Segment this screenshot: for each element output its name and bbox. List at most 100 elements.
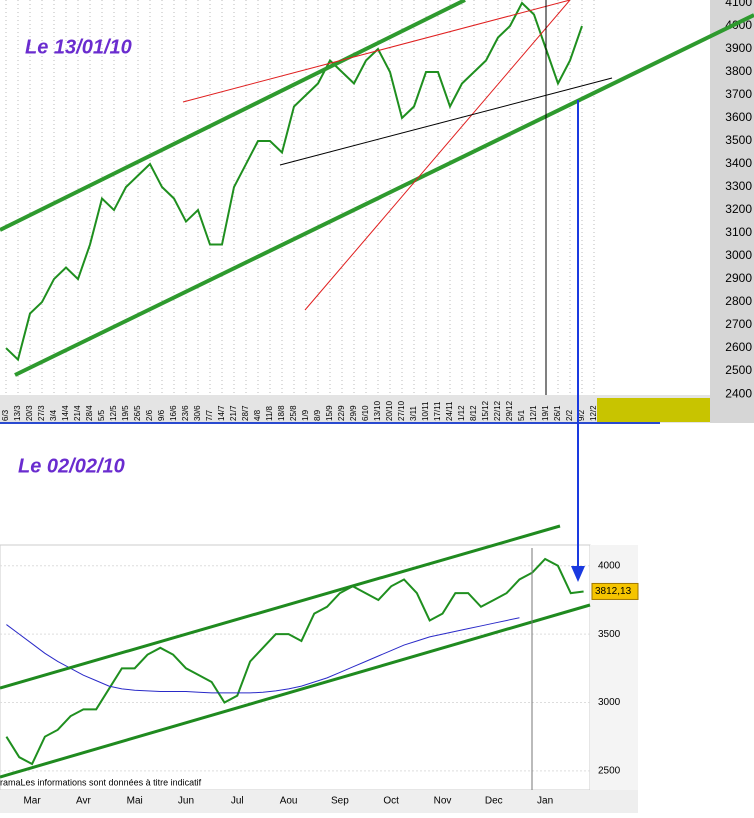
- x-tick-label: 20/10: [385, 400, 394, 421]
- x-tick-label: 28/4: [85, 405, 94, 421]
- x-tick-label: 1/9: [301, 409, 310, 421]
- y-tick-label: 2900: [725, 271, 752, 285]
- x-tick-label: 11/8: [265, 405, 274, 421]
- y-tick-label: 3200: [725, 202, 752, 216]
- x-tick-label: 23/6: [181, 405, 190, 421]
- x-tick-label: 2/2: [565, 409, 574, 421]
- channel-line: [0, 524, 561, 690]
- x-tick-label: Sep: [331, 796, 349, 807]
- x-tick-label: 22/12: [493, 400, 502, 421]
- x-tick-label: 13/10: [373, 400, 382, 421]
- x-tick-label: 14/7: [217, 405, 226, 421]
- price-line: [5, 1, 583, 362]
- y-tick-label: 4100: [725, 0, 752, 9]
- x-tick-label: Mai: [127, 796, 143, 807]
- x-tick-label: 21/7: [229, 405, 238, 421]
- x-tick-label: 28/7: [241, 405, 250, 421]
- x-tick-label: 12/1: [529, 405, 538, 421]
- x-tick-label: Jun: [178, 796, 194, 807]
- x-tick-label: 16/6: [169, 405, 178, 421]
- x-tick-label: 12/2: [589, 405, 598, 421]
- x-tick-label: Aou: [280, 796, 298, 807]
- x-tick-label: 27/3: [37, 405, 46, 421]
- chart-title: Le 02/02/10: [18, 455, 125, 477]
- x-tick-label: Jul: [231, 796, 244, 807]
- y-tick-label: 3100: [725, 225, 752, 239]
- y-tick-label: 3700: [725, 87, 752, 101]
- y-tick-label: 3800: [725, 64, 752, 78]
- last-value-box: [591, 582, 639, 600]
- chart-title: Le 13/01/10: [25, 36, 132, 58]
- red-trend: [304, 0, 571, 311]
- x-tick-label: 13/3: [13, 405, 22, 421]
- x-tick-label: 8/12: [469, 405, 478, 421]
- y-tick-label: 3600: [725, 110, 752, 124]
- x-tick-label: 24/11: [445, 401, 454, 421]
- x-tick-label: 12/5: [109, 405, 118, 421]
- x-tick-label: 27/10: [397, 400, 406, 421]
- x-tick-label: 26/5: [133, 405, 142, 421]
- y-axis-bg: [590, 545, 638, 790]
- y-tick-label: 3500: [725, 133, 752, 147]
- x-tick-label: Oct: [383, 796, 399, 807]
- x-tick-label: 1/12: [457, 405, 466, 421]
- red-trend: [182, 0, 571, 103]
- x-tick-label: 7/7: [205, 409, 214, 421]
- x-tick-label: 30/6: [193, 405, 202, 421]
- x-tick-label: 20/3: [25, 405, 34, 421]
- chart-1-bg: [0, 0, 754, 423]
- channel-line: [0, 603, 591, 779]
- x-tick-label: 19/1: [541, 405, 550, 421]
- trend-lines: [0, 0, 754, 790]
- x-tick-label: 5/5: [97, 409, 106, 421]
- x-tick-label: Dec: [485, 796, 503, 807]
- x-tick-label: 9/2: [577, 409, 586, 421]
- value-label: 3812,13: [595, 586, 632, 597]
- x-tick-label: 15/12: [481, 400, 490, 421]
- x-axis-bg: [0, 395, 710, 423]
- note: ramaLes informations sont données à titr…: [0, 777, 202, 787]
- y-tick-label: 3000: [725, 248, 752, 262]
- y-tick-label: 3900: [725, 41, 752, 55]
- y-tick-label: 3400: [725, 156, 752, 170]
- y-tick-label: 2400: [725, 386, 752, 400]
- x-tick-label: 29/12: [505, 400, 514, 421]
- x-tick-label: 8/9: [313, 409, 322, 421]
- x-axis-bg: [0, 790, 638, 813]
- y-tick-label: 4000: [725, 18, 752, 32]
- x-tick-label: 15/9: [325, 405, 334, 421]
- chart-2-bg: [0, 544, 591, 791]
- black-trend: [279, 77, 613, 166]
- x-tick-label: 14/4: [61, 405, 70, 421]
- x-tick-label: Jan: [537, 796, 553, 807]
- x-tick-label: 19/5: [121, 405, 130, 421]
- x-tick-label: Nov: [434, 796, 452, 807]
- x-tick-label: 5/1: [517, 409, 526, 421]
- y-tick-label: 2500: [725, 363, 752, 377]
- y-tick-label: 3500: [598, 629, 621, 640]
- y-tick-label: 4000: [598, 560, 621, 571]
- x-tick-label: 6/3: [1, 409, 10, 421]
- x-tick-label: 6/10: [361, 405, 370, 421]
- x-tick-label: 17/11: [433, 401, 442, 421]
- y-axis-bg: [710, 0, 754, 423]
- y-tick-label: 3300: [725, 179, 752, 193]
- y-tick-label: 2600: [725, 340, 752, 354]
- x-tick-label: 3/4: [49, 409, 58, 421]
- channel-line: [0, 0, 466, 232]
- y-tick-label: 2700: [725, 317, 752, 331]
- x-tick-label: 18/8: [277, 405, 286, 421]
- channel-line: [14, 13, 754, 377]
- arrow-head: [571, 566, 585, 582]
- x-tick-label: 21/4: [73, 405, 82, 421]
- price-line: [5, 557, 584, 766]
- x-tick-label: Mar: [23, 796, 41, 807]
- x-tick-label: 10/11: [421, 401, 430, 421]
- price-line: [6, 617, 520, 694]
- highlight-box: [597, 398, 710, 422]
- x-tick-label: Avr: [76, 796, 91, 807]
- x-tick-label: 29/9: [349, 405, 358, 421]
- x-tick-label: 3/11: [409, 405, 418, 421]
- y-tick-label: 2500: [598, 765, 621, 776]
- y-tick-label: 2800: [725, 294, 752, 308]
